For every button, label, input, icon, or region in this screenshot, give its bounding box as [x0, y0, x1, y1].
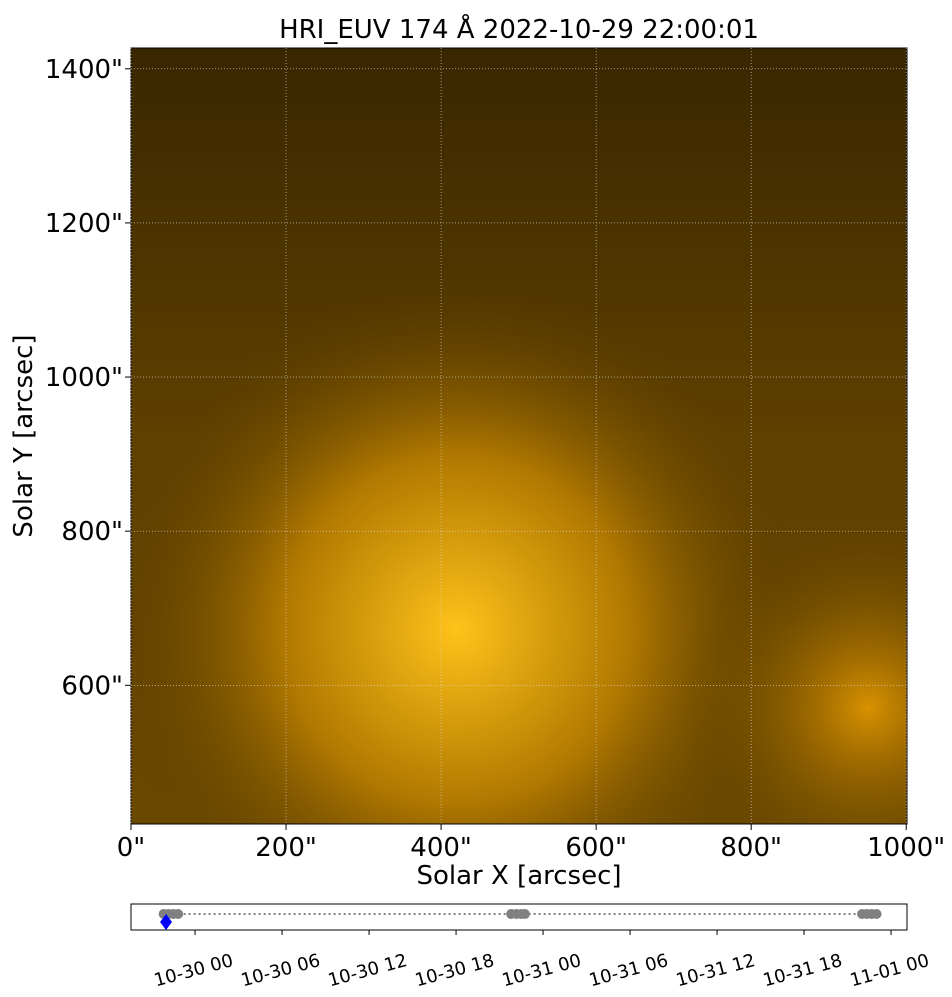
- observation-point: [519, 909, 530, 919]
- x-axis-label: Solar X [arcsec]: [416, 861, 621, 891]
- y-tick-label: 600": [61, 671, 123, 701]
- x-tick-label: 1000": [867, 833, 945, 863]
- x-tick-label: 10-31 18: [761, 950, 845, 991]
- y-tick-label: 1400": [45, 55, 123, 85]
- x-tick-label: 400": [410, 833, 472, 863]
- x-tick-label: 11-01 00: [848, 950, 932, 991]
- x-tick-label: 800": [720, 833, 782, 863]
- observation-point: [173, 909, 184, 919]
- plot-frame: [130, 47, 908, 825]
- x-tick-label: 10-31 06: [587, 950, 671, 991]
- x-tick-label: 600": [565, 833, 627, 863]
- x-tick-label: 10-30 06: [239, 950, 323, 991]
- chart-title: HRI_EUV 174 Å 2022-10-29 22:00:01: [279, 13, 759, 45]
- x-tick-label: 0": [117, 833, 146, 863]
- x-tick-label: 10-30 18: [413, 950, 497, 991]
- current-marker: [160, 914, 173, 930]
- y-tick-label: 1200": [45, 209, 123, 239]
- x-tick-label: 10-31 00: [500, 950, 584, 991]
- timeline-frame: [130, 903, 908, 931]
- x-tick-label: 10-30 00: [152, 950, 236, 991]
- observation-point: [871, 909, 882, 919]
- y-axis-label: Solar Y [arcsec]: [9, 334, 39, 537]
- x-tick-label: 200": [255, 833, 317, 863]
- x-tick-label: 10-31 12: [674, 950, 758, 991]
- x-tick-label: 10-30 12: [326, 950, 410, 991]
- y-tick-label: 1000": [45, 363, 123, 393]
- solar-image: [131, 48, 907, 824]
- y-tick-label: 800": [61, 517, 123, 547]
